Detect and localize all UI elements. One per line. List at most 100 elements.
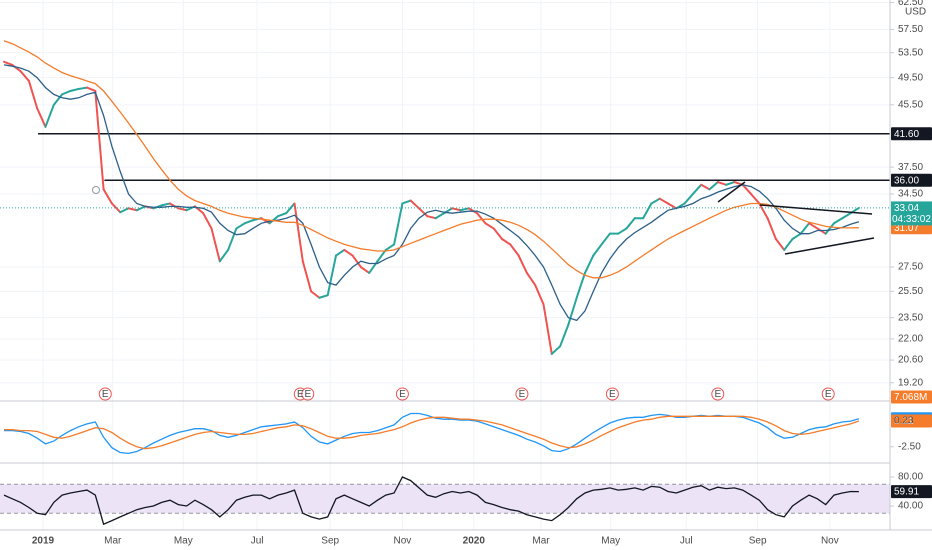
- y-tick-label: 49.50: [898, 72, 923, 83]
- histogram-label: 0.23: [894, 416, 914, 427]
- x-tick-label: Nov: [394, 536, 412, 547]
- event-label: E: [297, 389, 304, 400]
- y-tick-label: 57.50: [898, 24, 923, 35]
- price-segment: [559, 323, 570, 348]
- y-tick-label: 25.50: [898, 286, 923, 297]
- price-segment: [774, 238, 786, 251]
- price-segment: [351, 254, 362, 269]
- volume-label-box: [891, 390, 932, 404]
- x-tick-label: Sep: [321, 536, 339, 547]
- event-label: E: [825, 389, 832, 400]
- price-segment: [285, 202, 296, 215]
- price-segment: [318, 294, 329, 299]
- price-segment: [550, 345, 562, 355]
- price-segment: [235, 222, 246, 230]
- price-segment: [525, 271, 537, 287]
- y-tick-label: 80.00: [898, 472, 923, 483]
- price-segment: [359, 266, 371, 274]
- y-tick-label: 20.60: [898, 355, 923, 366]
- indicator-line: [3, 40, 859, 279]
- event-marker: [301, 387, 315, 401]
- event-marker: [98, 387, 112, 401]
- price-segment: [218, 248, 230, 263]
- price-segment: [376, 248, 387, 263]
- x-tick-label: 2020: [463, 536, 486, 547]
- x-tick-label: Mar: [532, 536, 550, 547]
- price-segment: [617, 227, 628, 235]
- grid-layer: [0, 0, 894, 530]
- price-segment: [600, 232, 611, 246]
- level-label-box: [891, 127, 932, 141]
- price-segment: [783, 238, 794, 251]
- price-segment: [276, 212, 288, 218]
- price-segment: [584, 254, 595, 274]
- mark-layer: [0, 40, 890, 526]
- price-segment: [517, 254, 528, 274]
- price-segment: [393, 202, 404, 246]
- event-label: E: [714, 389, 721, 400]
- price-segment: [808, 222, 819, 230]
- price-segment: [343, 248, 354, 257]
- level-label: 36.00: [894, 175, 919, 186]
- y-tick-label: 62.50: [898, 0, 923, 8]
- x-tick-label: Jul: [251, 536, 264, 547]
- event-marker: [605, 387, 619, 401]
- price-segment: [127, 207, 138, 212]
- last-value-label-box: [891, 414, 932, 428]
- price-segment: [691, 183, 703, 195]
- price-segment: [69, 87, 80, 92]
- trendline: [759, 204, 873, 215]
- last-value-label: 0.21: [894, 416, 914, 427]
- price-segment: [335, 248, 346, 257]
- price-segment: [741, 183, 752, 195]
- price-segment: [426, 215, 437, 220]
- price-segment: [567, 296, 578, 326]
- price-segment: [725, 181, 736, 186]
- price-segment: [758, 202, 769, 220]
- last-price-box: [891, 201, 932, 226]
- price-segment: [476, 212, 487, 225]
- price-segment: [119, 207, 130, 214]
- price-segment: [36, 107, 47, 128]
- price-segment: [667, 202, 678, 210]
- rsi-band: [0, 484, 890, 514]
- price-segment: [77, 86, 88, 90]
- y-tick-label: 53.50: [898, 47, 923, 58]
- price-segment: [310, 290, 321, 299]
- price-segment: [799, 222, 811, 235]
- volume-label: 7.068M: [894, 392, 927, 403]
- price-segment: [501, 238, 512, 246]
- level-label: 41.60: [894, 129, 919, 140]
- event-marker: [395, 387, 409, 401]
- price-segment: [3, 60, 14, 66]
- price-segment: [716, 181, 728, 186]
- indicator-line: [3, 476, 859, 526]
- event-label: E: [102, 389, 109, 400]
- event-marker: [821, 387, 835, 401]
- x-tick-label: Sep: [749, 536, 767, 547]
- indicator-line: [3, 64, 860, 322]
- price-segment: [700, 183, 711, 191]
- last-value-label: 59.91: [894, 487, 919, 498]
- price-segment: [243, 219, 254, 225]
- price-segment: [102, 188, 113, 205]
- event-label: E: [304, 389, 311, 400]
- price-segment: [841, 212, 852, 220]
- y-tick-label: 23.50: [898, 312, 923, 323]
- price-segment: [384, 243, 396, 251]
- price-segment: [94, 89, 105, 191]
- alert-icon[interactable]: [92, 186, 100, 194]
- x-tick-label: Mar: [104, 536, 122, 547]
- price-segment: [418, 207, 429, 218]
- price-segment: [658, 197, 669, 205]
- x-tick-label: 2019: [32, 536, 55, 547]
- price-segment: [534, 284, 545, 306]
- y-tick-label: 19.20: [898, 377, 923, 388]
- indicator-line: [4, 415, 860, 450]
- x-tick-label: Nov: [821, 536, 839, 547]
- price-segment: [268, 215, 279, 225]
- price-segment: [52, 93, 64, 106]
